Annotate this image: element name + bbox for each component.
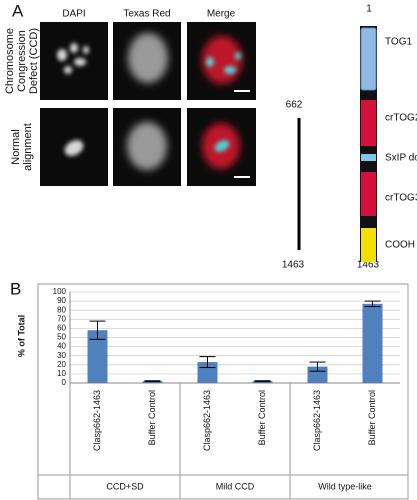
group-label: CCD+SD (106, 481, 144, 491)
row-label: Chromosome Congression Defect (CCD) (4, 27, 40, 95)
domain-label: TOG1 (385, 37, 412, 48)
x-tick-label: Clasp662-1463 (202, 390, 212, 451)
x-tick-label: Buffer Control (147, 390, 157, 445)
domain-label: crTOG2 (385, 113, 417, 124)
x-tick-label: Buffer Control (257, 390, 267, 445)
domain-label: COOH domain (385, 240, 417, 251)
panel-label: B (10, 279, 21, 298)
y-tick-label: 10 (57, 369, 66, 378)
y-tick-label: 20 (57, 360, 66, 369)
residue-label: 1463 (357, 260, 380, 271)
y-tick-label: 30 (57, 351, 66, 360)
y-tick-label: 60 (57, 324, 66, 333)
domain-label: SxIP domain (385, 153, 417, 164)
y-tick-label: 70 (57, 314, 66, 323)
y-tick-label: 100 (53, 287, 67, 296)
group-label: Mild CCD (216, 481, 255, 491)
y-axis-label: % of Total (16, 315, 26, 357)
panel-label: A (12, 1, 24, 20)
residue-label: 1 (366, 4, 372, 15)
x-tick-label: Clasp662-1463 (92, 390, 102, 451)
column-header: DAPI (62, 9, 85, 20)
x-tick-label: Clasp662-1463 (312, 390, 322, 451)
y-tick-label: 40 (57, 342, 66, 351)
row-label: Normal alignment (10, 123, 34, 171)
column-header: Texas Red (123, 9, 170, 20)
y-tick-label: 80 (57, 305, 66, 314)
residue-label: 1463 (282, 260, 305, 271)
column-header: Merge (207, 9, 236, 20)
group-label: Wild type-like (318, 481, 372, 491)
bar (87, 330, 108, 383)
y-tick-label: 90 (57, 296, 66, 305)
chart-frame (37, 283, 409, 500)
micrographs (40, 22, 256, 186)
x-tick-label: Buffer Control (367, 390, 377, 445)
residue-label: 662 (286, 100, 303, 111)
y-tick-label: 0 (62, 378, 67, 387)
domain-bar (360, 26, 377, 262)
bar (362, 303, 383, 383)
y-tick-label: 50 (57, 333, 66, 342)
domain-label: crTOG3 (385, 193, 417, 204)
